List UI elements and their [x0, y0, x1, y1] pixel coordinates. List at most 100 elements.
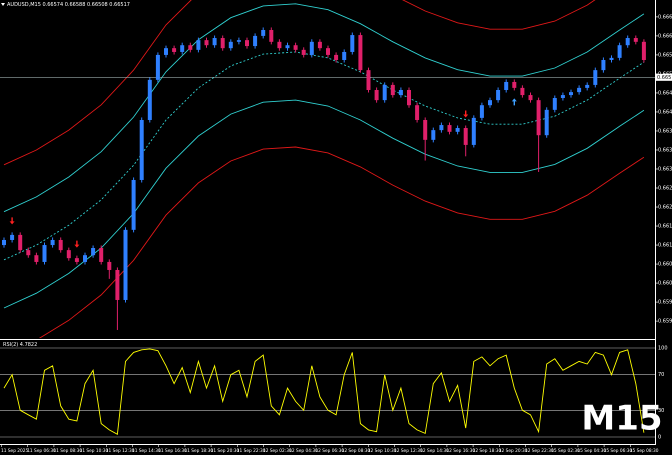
- sell-arrow: [74, 240, 80, 248]
- x-tick-label: 15 Sep 02:30: [551, 448, 580, 454]
- x-tick-label: 12 Sep 12:30: [394, 448, 423, 454]
- candle-body: [34, 255, 39, 262]
- candle-body: [398, 89, 403, 96]
- candle-body: [172, 48, 177, 52]
- candle-body: [26, 250, 31, 256]
- buy-arrow: [117, 337, 118, 338]
- y-tick-label: 0.66660: [658, 14, 672, 20]
- candle-body: [423, 119, 428, 140]
- candle-body: [488, 100, 492, 106]
- candle-body: [58, 239, 63, 251]
- main-plot: [0, 0, 655, 338]
- overlay: 0.666600.666150.665700.665250.664800.664…: [0, 14, 672, 454]
- y-tick-label: 0.66075: [658, 262, 672, 268]
- x-tick-label: 15 Sep 06:30: [604, 448, 633, 454]
- rsi-line: [3, 348, 645, 436]
- x-tick-label: 11 Sep 06:30: [27, 448, 56, 454]
- y-tick-label: 0.66210: [658, 205, 672, 211]
- candle-body: [50, 239, 55, 246]
- candle-body: [407, 89, 411, 106]
- candle-body: [326, 48, 330, 55]
- candle-body: [236, 40, 241, 42]
- y-tick-label: 0.66480: [658, 90, 672, 96]
- rsi-tick-label: 0: [658, 435, 661, 441]
- candle-body: [536, 100, 541, 136]
- candle-body: [131, 179, 136, 230]
- candle-body: [569, 92, 573, 96]
- chart-title: AUDUSD,M15 0.66574 0.66588 0.66508 0.665…: [7, 2, 130, 8]
- y-tick-label: 0.66435: [658, 109, 672, 115]
- candle-body: [334, 54, 339, 60]
- candle-body: [293, 45, 298, 50]
- candle-body: [625, 38, 630, 46]
- candle-body: [42, 245, 47, 262]
- sell-arrow: [463, 110, 469, 118]
- x-tick-label: 11 Sep 16:30: [158, 448, 187, 454]
- candle-body: [301, 49, 306, 55]
- x-tick-label: 12 Sep 08:30: [342, 448, 371, 454]
- candle-body: [617, 45, 622, 58]
- candle-body: [204, 40, 209, 46]
- candle-body: [463, 128, 468, 145]
- x-tick-label: 11 Sep 22:30: [237, 448, 266, 454]
- candle-body: [66, 250, 71, 259]
- x-tick-label: 12 Sep 18:30: [473, 448, 502, 454]
- candle-body: [382, 84, 387, 101]
- candle-body: [317, 41, 322, 49]
- candle-body: [390, 84, 395, 96]
- candle-body: [115, 269, 120, 300]
- candle-body: [212, 38, 217, 46]
- candle-body: [18, 234, 23, 251]
- candle-body: [471, 117, 476, 145]
- band-line: [3, 0, 596, 166]
- y-tick-label: 0.66255: [658, 186, 672, 192]
- x-tick-label: 12 Sep 22:30: [525, 448, 554, 454]
- x-tick-label: 15 Sep 08:30: [630, 448, 659, 454]
- candle-body: [593, 70, 598, 85]
- x-tick-label: 12 Sep 02:30: [263, 448, 292, 454]
- y-tick-label: 0.66570: [658, 52, 672, 58]
- x-tick-label: 12 Sep 16:30: [446, 448, 475, 454]
- y-tick-label: 0.66030: [658, 281, 672, 287]
- x-tick-label: 11 Sep 2025: [1, 448, 28, 454]
- candle-body: [577, 87, 582, 93]
- candle-body: [585, 84, 590, 88]
- band-line: [3, 51, 645, 261]
- candle-body: [496, 89, 501, 101]
- y-tick-label: 0.66390: [658, 128, 672, 134]
- candle-body: [512, 81, 517, 88]
- candle-body: [431, 130, 436, 140]
- candle-body: [10, 234, 15, 240]
- buy-arrow: [511, 98, 517, 106]
- watermark: M15: [581, 399, 662, 439]
- x-tick-label: 11 Sep 08:30: [53, 448, 82, 454]
- y-tick-label: 0.65985: [658, 300, 672, 306]
- candle-body: [641, 41, 646, 60]
- x-tick-label: 11 Sep 18:30: [184, 448, 213, 454]
- candle-body: [220, 38, 225, 49]
- band-line: [3, 99, 645, 309]
- x-tick-label: 12 Sep 10:30: [368, 448, 397, 454]
- candle-body: [342, 51, 347, 60]
- y-tick-label: 0.66615: [658, 33, 672, 39]
- x-tick-label: 12 Sep 14:30: [420, 448, 449, 454]
- candle-body: [350, 35, 355, 52]
- candle-body: [479, 105, 484, 118]
- y-tick-label: 0.66300: [658, 167, 672, 173]
- candle-body: [2, 239, 6, 246]
- x-tick-label: 11 Sep 14:30: [132, 448, 161, 454]
- candle-body: [504, 81, 509, 90]
- current-price-box: [656, 73, 672, 81]
- candle-body: [601, 59, 606, 71]
- candle-body: [415, 105, 420, 120]
- candle-body: [228, 41, 233, 49]
- candle-body: [107, 261, 112, 270]
- candle-body: [123, 229, 128, 300]
- candle-body: [544, 109, 549, 136]
- x-tick-label: 11 Sep 10:30: [80, 448, 109, 454]
- x-tick-label: 12 Sep 20:30: [499, 448, 528, 454]
- candle-body: [269, 29, 274, 42]
- candle-body: [155, 54, 160, 80]
